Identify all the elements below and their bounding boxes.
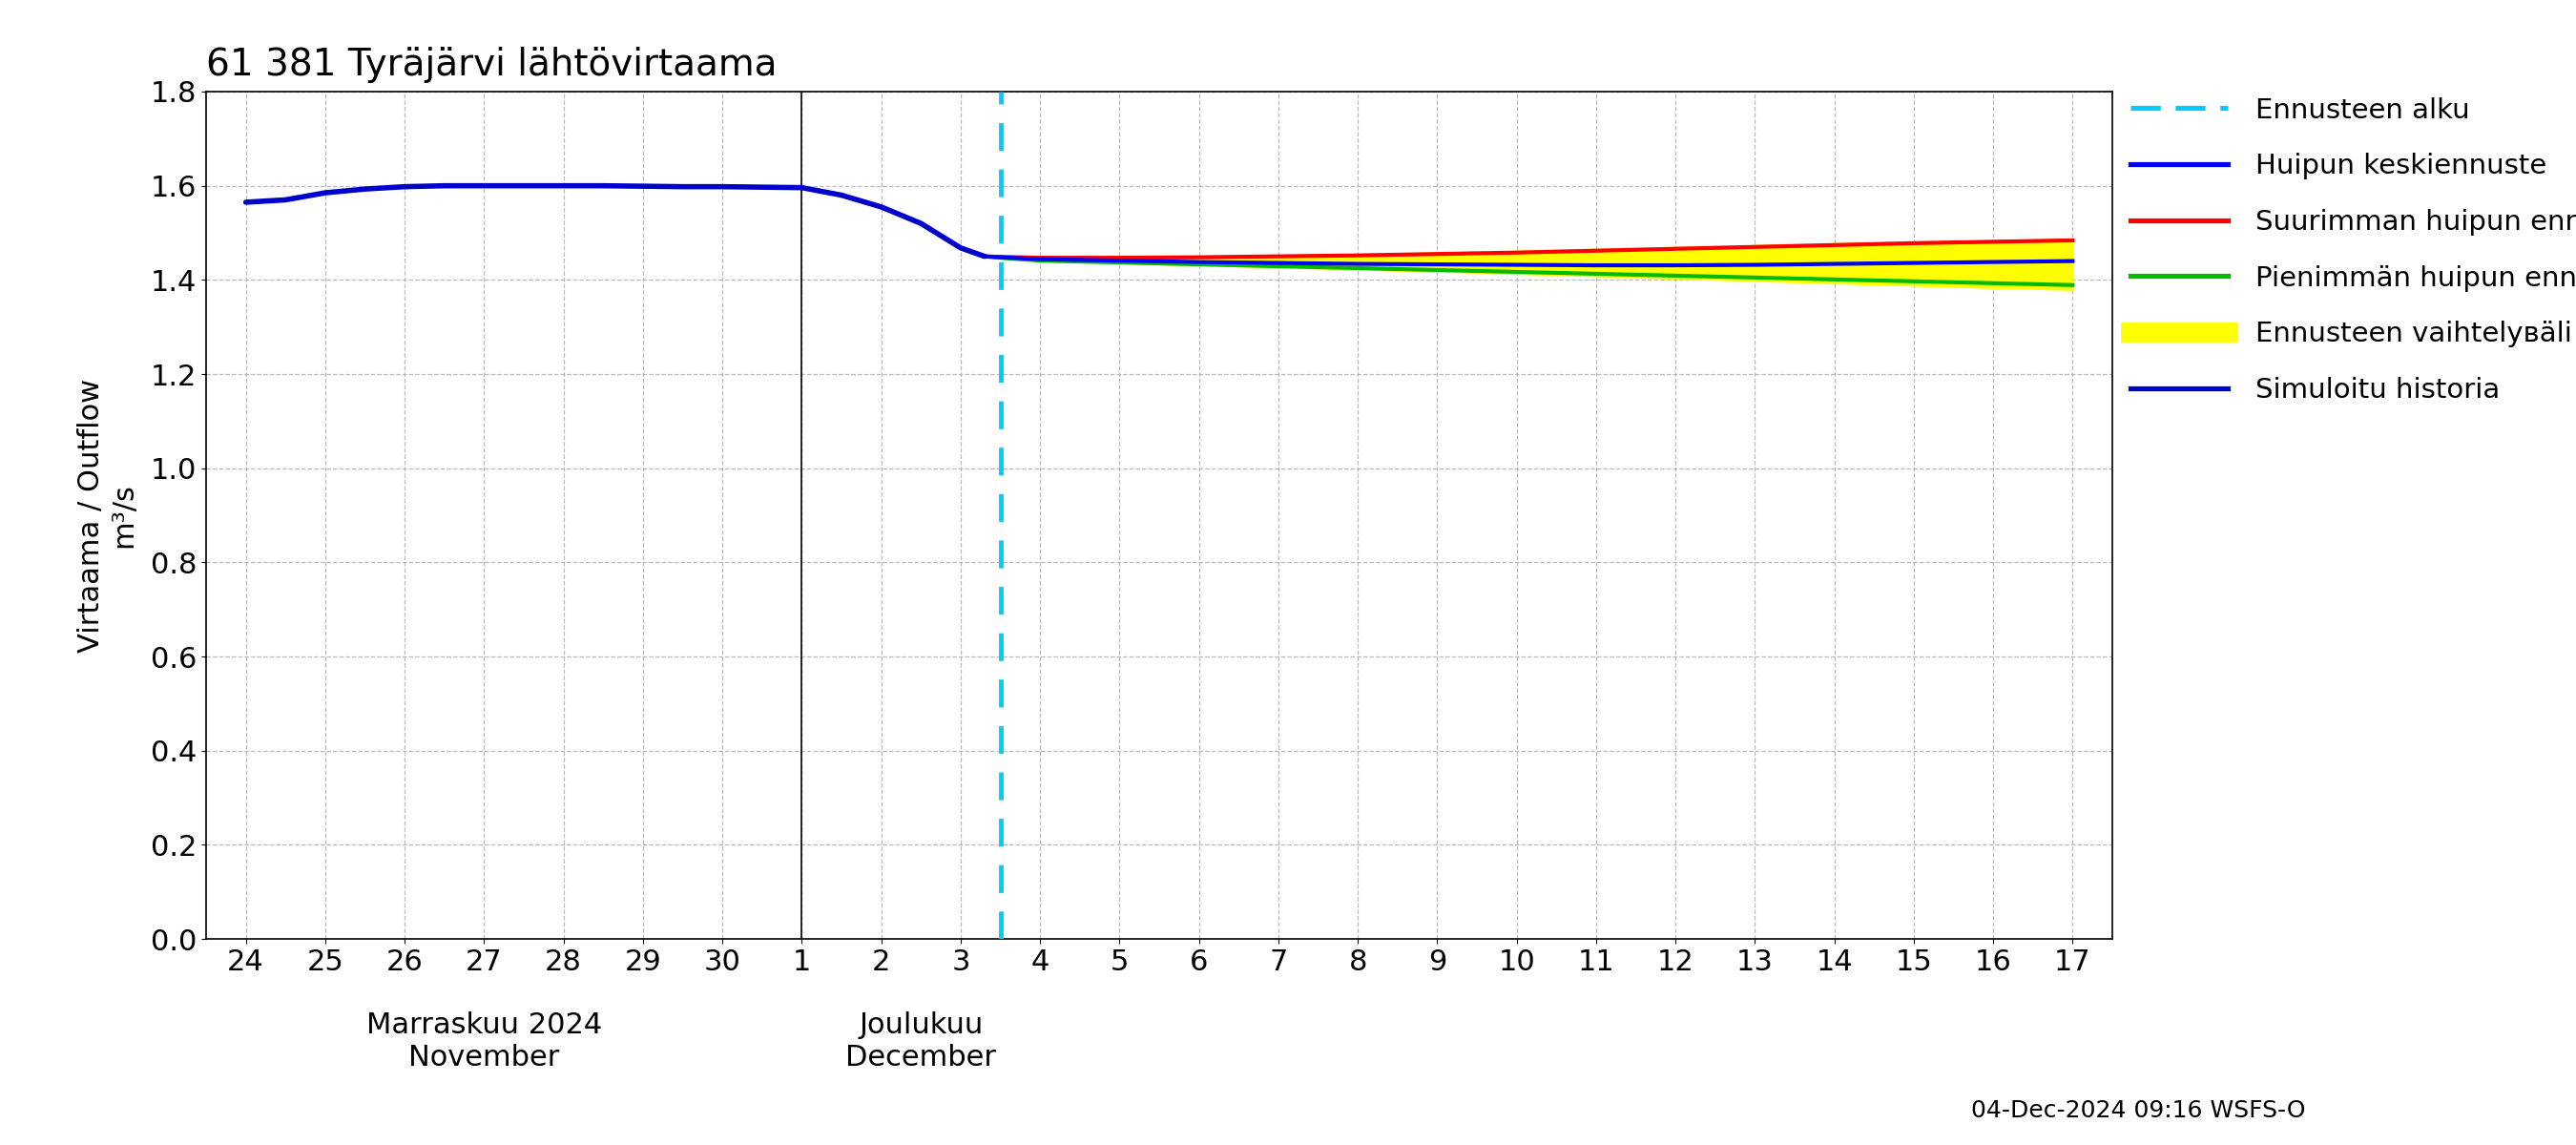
Y-axis label: Virtaama / Outflow
m³/s: Virtaama / Outflow m³/s [77, 378, 137, 653]
Text: 04-Dec-2024 09:16 WSFS-O: 04-Dec-2024 09:16 WSFS-O [1971, 1099, 2306, 1122]
Text: 61 381 Tyräjärvi lähtövirtaama: 61 381 Tyräjärvi lähtövirtaama [206, 47, 778, 84]
Text: Marraskuu 2024
November: Marraskuu 2024 November [366, 1012, 603, 1072]
Legend: Ennusteen alku, Huipun keskiennuste, Suurimman huipun ennuste, Pienimmän huipun : Ennusteen alku, Huipun keskiennuste, Suu… [2130, 97, 2576, 403]
Text: Joulukuu
December: Joulukuu December [845, 1012, 997, 1072]
